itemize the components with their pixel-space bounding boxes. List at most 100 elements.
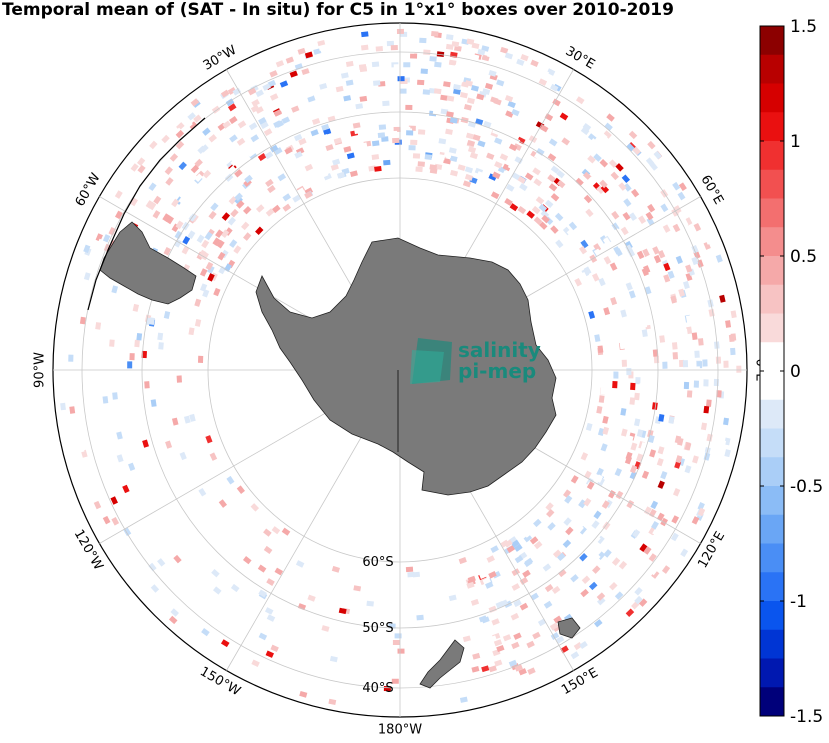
anomaly-cell — [635, 377, 641, 385]
anomaly-cell — [692, 436, 700, 445]
anomaly-cell — [636, 250, 645, 260]
anomaly-cell — [263, 128, 273, 137]
anomaly-cell — [574, 277, 582, 287]
anomaly-cell — [523, 529, 533, 538]
anomaly-cell — [102, 396, 109, 404]
anomaly-cell — [234, 169, 243, 178]
anomaly-cell — [193, 114, 202, 123]
anomaly-cell — [677, 437, 684, 446]
anomaly-cell — [492, 171, 501, 180]
colorbar-tick-label: -1.5 — [790, 707, 823, 727]
anomaly-cell — [144, 381, 150, 389]
anomaly-cell — [599, 179, 608, 189]
anomaly-cell — [621, 428, 628, 437]
anomaly-cell — [445, 128, 453, 135]
anomaly-cell — [397, 76, 405, 82]
anomaly-cell — [303, 180, 312, 189]
anomaly-cell — [612, 381, 618, 389]
anomaly-cell — [397, 648, 405, 654]
anomaly-cell — [201, 628, 210, 637]
anomaly-cell — [479, 571, 488, 579]
anomaly-cell — [265, 178, 274, 188]
anomaly-cell — [263, 156, 273, 165]
anomaly-cell — [662, 224, 671, 233]
anomaly-cell — [213, 287, 221, 297]
anomaly-cell — [552, 549, 562, 558]
anomaly-cell — [359, 114, 368, 121]
anomaly-cell — [602, 426, 610, 435]
anomaly-cell — [466, 139, 476, 147]
anomaly-cell — [199, 268, 208, 277]
anomaly-cell — [638, 215, 647, 224]
anomaly-cell — [652, 527, 661, 536]
anomaly-cell — [675, 455, 683, 464]
anomaly-cell — [222, 120, 231, 129]
anomaly-cell — [621, 174, 631, 184]
anomaly-cell — [175, 220, 184, 230]
anomaly-cell — [443, 81, 451, 88]
anomaly-cell — [694, 319, 701, 328]
anomaly-cell — [236, 200, 245, 209]
anomaly-cell — [202, 169, 212, 179]
anomaly-cell — [371, 61, 380, 68]
anomaly-cell — [464, 173, 474, 181]
anomaly-cell — [659, 335, 666, 343]
anomaly-cell — [141, 350, 147, 359]
anomaly-cell — [614, 475, 622, 485]
anomaly-cell — [522, 569, 531, 578]
anomaly-cell — [389, 629, 397, 635]
anomaly-cell — [282, 193, 292, 202]
anomaly-cell — [264, 607, 274, 615]
anomaly-cell — [392, 137, 400, 144]
anomaly-cell — [215, 229, 224, 239]
anomaly-cell — [207, 265, 215, 274]
anomaly-cell — [706, 399, 712, 407]
anomaly-cell — [494, 659, 503, 667]
anomaly-cell — [281, 527, 291, 536]
anomaly-cell — [539, 221, 548, 230]
anomaly-cell — [603, 307, 611, 316]
anomaly-cell — [258, 632, 268, 641]
anomaly-cell — [640, 411, 647, 420]
anomaly-cell — [622, 211, 631, 221]
anomaly-cell — [703, 379, 709, 387]
anomaly-cell — [310, 66, 319, 73]
anomaly-cell — [583, 93, 593, 102]
anomaly-cell — [250, 134, 260, 143]
anomaly-cell — [187, 207, 196, 216]
anomaly-cell — [686, 326, 693, 335]
colorbar-swatch — [760, 313, 784, 343]
anomaly-cell — [320, 170, 329, 178]
anomaly-cell — [407, 48, 415, 54]
anomaly-cell — [417, 79, 425, 86]
anomaly-cell — [233, 245, 242, 254]
anomaly-cell — [626, 435, 634, 444]
anomaly-cell — [311, 117, 321, 126]
anomaly-cell — [393, 64, 401, 70]
anomaly-cell — [275, 60, 285, 68]
anomaly-cell — [280, 541, 290, 550]
anomaly-cell — [145, 200, 154, 209]
anomaly-cell — [510, 612, 520, 621]
anomaly-cell — [596, 592, 606, 601]
anomaly-cell — [169, 153, 179, 162]
anomaly-cell — [436, 51, 445, 58]
coastline-south-america — [87, 117, 206, 311]
anomaly-cell — [539, 124, 549, 133]
anomaly-cell — [399, 88, 407, 94]
anomaly-cell — [634, 392, 640, 401]
anomaly-cell — [340, 123, 349, 130]
anomaly-cell — [247, 87, 257, 96]
anomaly-cell — [684, 465, 692, 474]
anomaly-cell — [162, 199, 171, 209]
anomaly-cell — [353, 585, 362, 592]
anomaly-cell — [187, 198, 196, 208]
anomaly-cell — [511, 172, 521, 181]
anomaly-cell — [648, 553, 657, 562]
anomaly-cell — [449, 155, 458, 163]
anomaly-cell — [685, 315, 693, 324]
anomaly-cell — [460, 91, 468, 99]
anomaly-cell — [102, 515, 111, 525]
anomaly-cell — [269, 93, 279, 101]
anomaly-cell — [396, 28, 404, 34]
